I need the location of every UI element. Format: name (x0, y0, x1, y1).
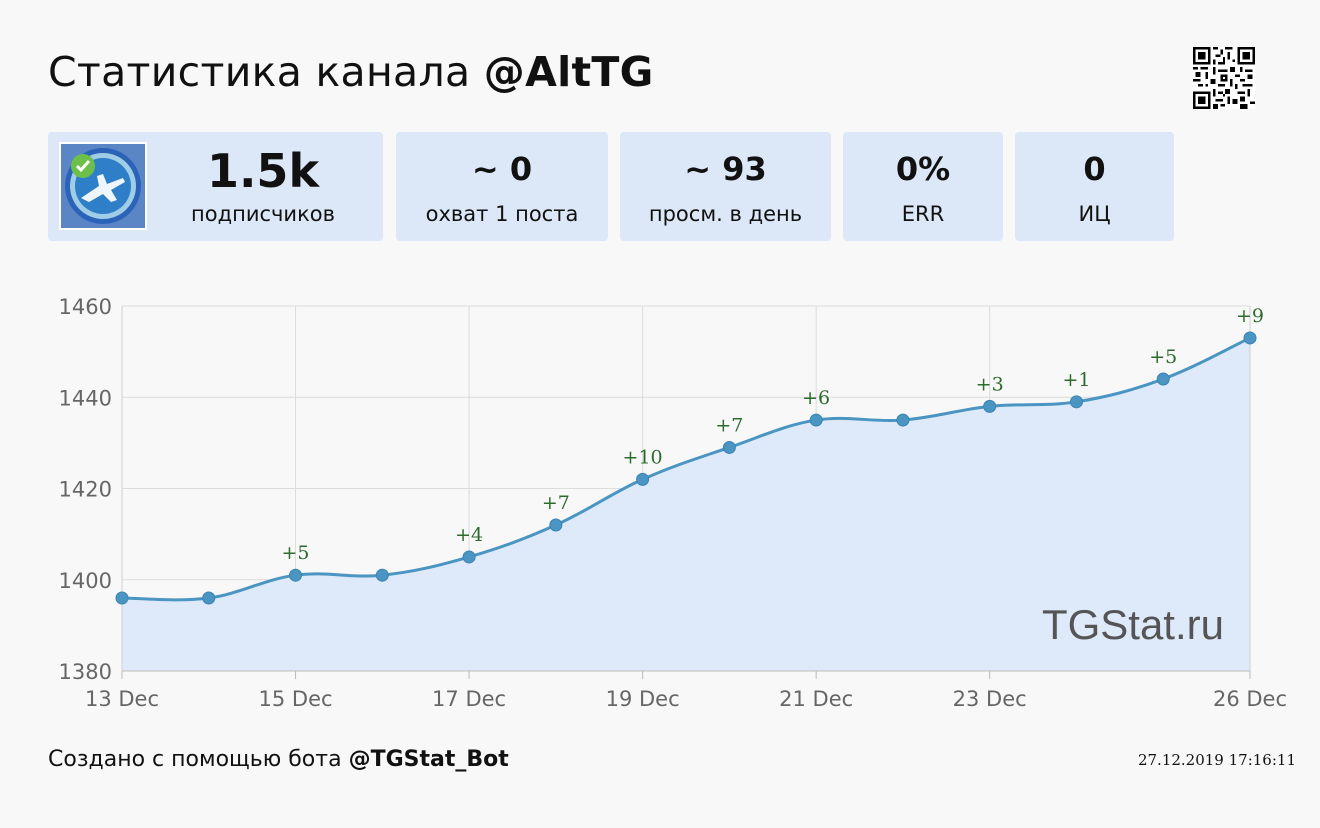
channel-avatar-jet-icon (61, 144, 145, 228)
y-tick-label: 1380 (59, 660, 112, 684)
area-fill (122, 337, 1250, 671)
y-tick-label: 1400 (59, 569, 112, 593)
subscribers-chart: 1380 1400 1420 1440 1460 13 Dec 15 Dec 17 Dec 19… (59, 295, 1287, 711)
x-tick-label: 21 Dec (779, 687, 853, 711)
card-ci: 0 ИЦ (1015, 132, 1174, 241)
data-point (289, 568, 303, 582)
delta-label: +5 (282, 542, 310, 564)
err-value: 0% (895, 150, 951, 188)
x-tick-label: 15 Dec (259, 687, 333, 711)
card-err: 0% ERR (843, 132, 1003, 241)
x-tick-label: 19 Dec (606, 687, 680, 711)
data-point (983, 399, 997, 413)
bot-handle[interactable]: @TGStat_Bot (348, 747, 509, 772)
delta-label: +10 (623, 446, 663, 468)
data-point (1243, 331, 1257, 345)
page-title: Статистика канала @AltTG (48, 48, 654, 96)
x-tick-label: 13 Dec (85, 687, 159, 711)
data-point (115, 591, 129, 605)
data-point (462, 550, 476, 564)
y-tick-label: 1420 (59, 478, 112, 502)
subscribers-label: подписчиков (191, 202, 335, 226)
qr-code-icon (1193, 47, 1255, 109)
delta-label: +4 (455, 524, 483, 546)
delta-label: +6 (802, 387, 830, 409)
channel-handle[interactable]: @AltTG (483, 48, 654, 96)
subscribers-value: 1.5k (206, 144, 320, 198)
reach-value: ~ 0 (471, 150, 533, 188)
daily-views-label: просм. в день (648, 202, 803, 226)
ci-value: 0 (1083, 150, 1106, 188)
delta-label: +5 (1149, 346, 1177, 368)
series-line (121, 336, 1251, 602)
watermark: TGStat.ru (1042, 601, 1224, 648)
footer-credit: Создано с помощью бота @TGStat_Bot (48, 747, 509, 772)
data-point (202, 591, 216, 605)
card-reach: ~ 0 охват 1 поста (396, 132, 608, 241)
x-tick-label: 23 Dec (953, 687, 1027, 711)
card-daily-views: ~ 93 просм. в день (620, 132, 831, 241)
y-tick-label: 1460 (59, 295, 112, 319)
y-tick-label: 1440 (59, 386, 112, 410)
x-tick-label: 17 Dec (432, 687, 506, 711)
data-point (636, 472, 650, 486)
err-label: ERR (901, 202, 945, 226)
timestamp: 27.12.2019 17:16:11 (1137, 751, 1296, 769)
data-point (549, 518, 563, 532)
x-tick-label: 26 Dec (1213, 687, 1287, 711)
data-point (809, 413, 823, 427)
reach-label: охват 1 поста (425, 202, 579, 226)
data-point (1069, 395, 1083, 409)
daily-views-value: ~ 93 (684, 150, 767, 188)
delta-label: +1 (1062, 369, 1090, 391)
ci-label: ИЦ (1078, 202, 1111, 226)
delta-label: +7 (715, 414, 743, 436)
footer-prefix: Создано с помощью бота (48, 747, 342, 772)
title-prefix: Статистика канала (48, 48, 471, 96)
delta-label: +3 (976, 373, 1004, 395)
card-subscribers: 1.5k подписчиков (48, 132, 383, 241)
data-point (896, 413, 910, 427)
data-point (375, 568, 389, 582)
data-point (722, 440, 736, 454)
delta-label: +9 (1236, 305, 1264, 327)
delta-label: +7 (542, 492, 570, 514)
channel-avatar (59, 142, 147, 230)
data-point (1156, 372, 1170, 386)
